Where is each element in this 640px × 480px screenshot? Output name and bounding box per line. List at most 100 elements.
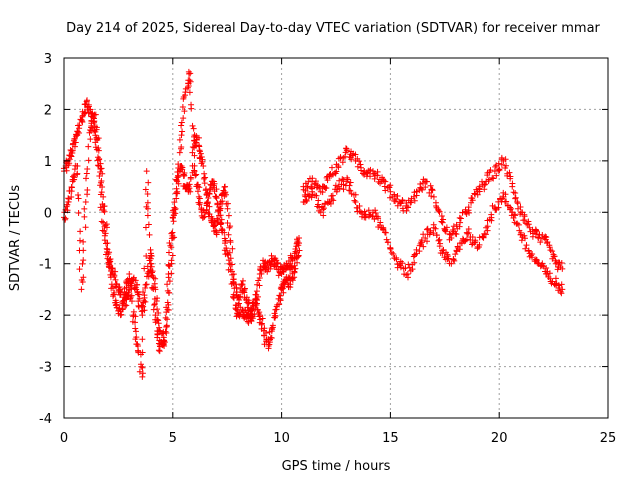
data-point [224, 220, 231, 227]
data-point [244, 304, 251, 311]
data-point [313, 192, 320, 199]
data-point [109, 284, 116, 291]
data-point [387, 245, 394, 252]
data-point [223, 200, 230, 207]
data-point [168, 244, 175, 251]
data-point [292, 265, 299, 272]
data-point [186, 89, 193, 96]
data-point [423, 226, 430, 233]
data-point [331, 169, 338, 176]
data-point [118, 311, 125, 318]
data-point [132, 319, 139, 326]
data-point [482, 181, 489, 188]
data-point [101, 208, 108, 215]
data-point [225, 212, 232, 219]
data-point [303, 198, 310, 205]
data-point [150, 274, 157, 281]
data-point [176, 149, 183, 156]
data-point [230, 271, 237, 278]
data-point [291, 268, 298, 275]
data-point [200, 175, 207, 182]
x-tick-label: 20 [491, 431, 508, 446]
data-point [104, 240, 111, 247]
data-point [483, 224, 490, 231]
data-point [145, 221, 152, 228]
data-point [132, 313, 139, 320]
data-point [239, 281, 246, 288]
data-point [367, 173, 374, 180]
data-point [496, 166, 503, 173]
data-point [484, 223, 491, 230]
data-point [81, 110, 88, 117]
data-point [433, 232, 440, 239]
data-point [502, 156, 509, 163]
data-point [456, 214, 463, 221]
data-point [498, 161, 505, 168]
data-point [140, 289, 147, 296]
data-point [98, 165, 105, 172]
data-point [488, 211, 495, 218]
data-point [266, 341, 273, 348]
data-point [189, 149, 196, 156]
data-point [223, 245, 230, 252]
data-point [347, 179, 354, 186]
series-4 [300, 174, 566, 297]
data-point [193, 183, 200, 190]
data-point [171, 204, 178, 211]
data-point [448, 235, 455, 241]
data-point [180, 172, 187, 179]
data-point [65, 195, 72, 202]
data-point [465, 225, 472, 232]
data-point [241, 285, 248, 292]
data-point [521, 211, 528, 218]
data-point [466, 209, 473, 216]
data-point [163, 322, 170, 329]
data-point [418, 185, 425, 192]
data-point [185, 82, 192, 89]
data-point [192, 172, 199, 179]
data-point [110, 291, 117, 298]
data-point [101, 203, 108, 210]
data-point [272, 313, 279, 320]
data-point [490, 175, 497, 182]
data-point [509, 183, 516, 190]
data-point [336, 185, 343, 192]
data-point [436, 208, 443, 215]
data-point [142, 298, 149, 305]
data-point [139, 364, 146, 371]
data-point [440, 216, 447, 223]
data-point [227, 255, 234, 262]
x-tick-label: 10 [273, 431, 290, 446]
data-point [512, 195, 519, 202]
data-point [469, 197, 476, 204]
data-point [97, 204, 104, 211]
data-point [274, 259, 281, 266]
data-point [144, 199, 151, 206]
data-point [420, 243, 427, 250]
data-point [375, 215, 382, 222]
data-point [262, 330, 269, 337]
data-point [453, 221, 460, 228]
data-point [142, 224, 149, 231]
data-point [113, 301, 120, 308]
data-point [196, 199, 203, 206]
data-point [146, 231, 153, 238]
data-point [447, 231, 454, 238]
data-point [201, 174, 208, 181]
data-point [175, 172, 182, 179]
x-tick-label: 15 [382, 431, 399, 446]
data-point [295, 252, 302, 259]
data-point [154, 306, 161, 313]
y-tick-label: 1 [44, 155, 52, 170]
data-point [339, 176, 346, 183]
data-point [143, 281, 150, 288]
data-point [549, 248, 556, 255]
data-point [221, 184, 228, 191]
data-point [409, 266, 416, 273]
data-point [77, 228, 84, 235]
data-point [308, 194, 315, 201]
data-point [343, 145, 350, 152]
data-point [178, 132, 185, 139]
data-point [213, 228, 220, 235]
data-point [71, 135, 78, 142]
